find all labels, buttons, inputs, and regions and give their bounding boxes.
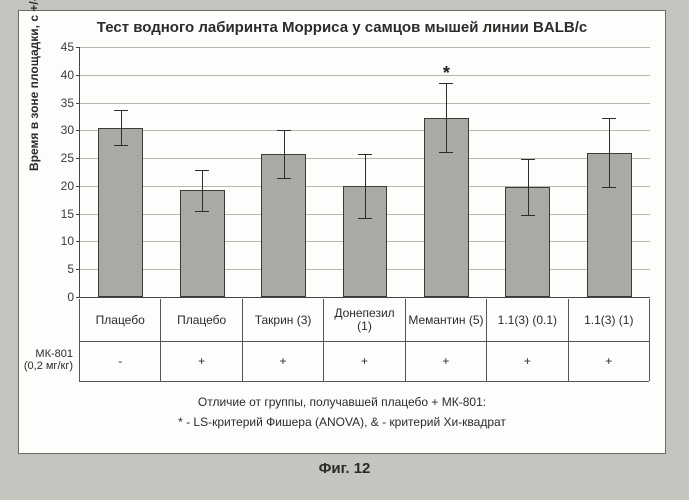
y-tick-label: 30	[61, 123, 80, 137]
category-label: 1.1(3) (1)	[582, 314, 635, 327]
mk801-cell: +	[568, 341, 649, 381]
category-cell: Донепезил (1)	[323, 299, 404, 341]
category-cell: 1.1(3) (1)	[568, 299, 649, 341]
mk801-value: +	[603, 355, 614, 368]
page: Тест водного лабиринта Морриса у самцов …	[0, 0, 689, 500]
error-bar	[528, 159, 529, 215]
y-tick-label: 5	[67, 262, 80, 276]
category-cell: Плацебо	[79, 299, 160, 341]
category-label: Плацебо	[94, 314, 147, 327]
category-label: 1.1(3) (0.1)	[496, 314, 559, 327]
mk801-value: +	[522, 355, 533, 368]
category-cell: 1.1(3) (0.1)	[486, 299, 567, 341]
category-label: Плацебо	[175, 314, 228, 327]
category-label: Мемантин (5)	[406, 314, 485, 327]
mk801-cell: +	[323, 341, 404, 381]
error-bar	[121, 110, 122, 146]
y-tick-label: 15	[61, 207, 80, 221]
mk801-cell: -	[79, 341, 160, 381]
error-bar	[202, 170, 203, 211]
mk801-value: +	[359, 355, 370, 368]
category-cell: Плацебо	[160, 299, 241, 341]
footnote-line-2: * - LS-критерий Фишера (ANOVA), & - крит…	[19, 415, 665, 429]
grid-line	[80, 103, 650, 104]
mk801-cell: +	[486, 341, 567, 381]
category-label: Донепезил (1)	[324, 307, 404, 332]
bar	[98, 128, 143, 297]
mk801-cell: +	[405, 341, 486, 381]
mk801-value: +	[440, 355, 451, 368]
error-bar	[446, 83, 447, 152]
y-tick-label: 35	[61, 96, 80, 110]
footnote-line-1: Отличие от группы, получавшей плацебо + …	[19, 395, 665, 409]
y-tick-label: 45	[61, 40, 80, 54]
chart-panel: Тест водного лабиринта Морриса у самцов …	[18, 10, 666, 454]
mk801-value: +	[196, 355, 207, 368]
y-tick-label: 40	[61, 68, 80, 82]
category-cell: Мемантин (5)	[405, 299, 486, 341]
mk801-cell: +	[242, 341, 323, 381]
grid-line	[80, 130, 650, 131]
grid-line	[80, 47, 650, 48]
significance-marker: *	[443, 63, 450, 84]
category-cell: Такрин (3)	[242, 299, 323, 341]
error-bar	[284, 130, 285, 178]
figure-caption: Фиг. 12	[18, 460, 671, 477]
y-axis-label: Время в зоне площадки, с +/- ст.ош.	[27, 0, 41, 171]
category-label: Такрин (3)	[253, 314, 314, 327]
category-row-labels: Плацебо Плацебо Такрин (3) Донепезил (1)Мем…	[79, 299, 649, 342]
y-tick-label: 10	[61, 234, 80, 248]
chart-title: Тест водного лабиринта Морриса у самцов …	[19, 19, 665, 36]
y-tick-label: 25	[61, 151, 80, 165]
plot-area: 051015202530354045*	[79, 47, 650, 298]
mk801-value: +	[278, 355, 289, 368]
error-bar	[365, 154, 366, 218]
grid-line	[80, 75, 650, 76]
error-bar	[609, 118, 610, 187]
category-row-mk801: МК-801 (0,2 мг/кг) -++++++	[79, 341, 649, 382]
y-tick-label: 20	[61, 179, 80, 193]
row-label-mk801: МК-801 (0,2 мг/кг)	[17, 341, 79, 381]
mk801-value: -	[116, 355, 124, 368]
mk801-cell: +	[160, 341, 241, 381]
